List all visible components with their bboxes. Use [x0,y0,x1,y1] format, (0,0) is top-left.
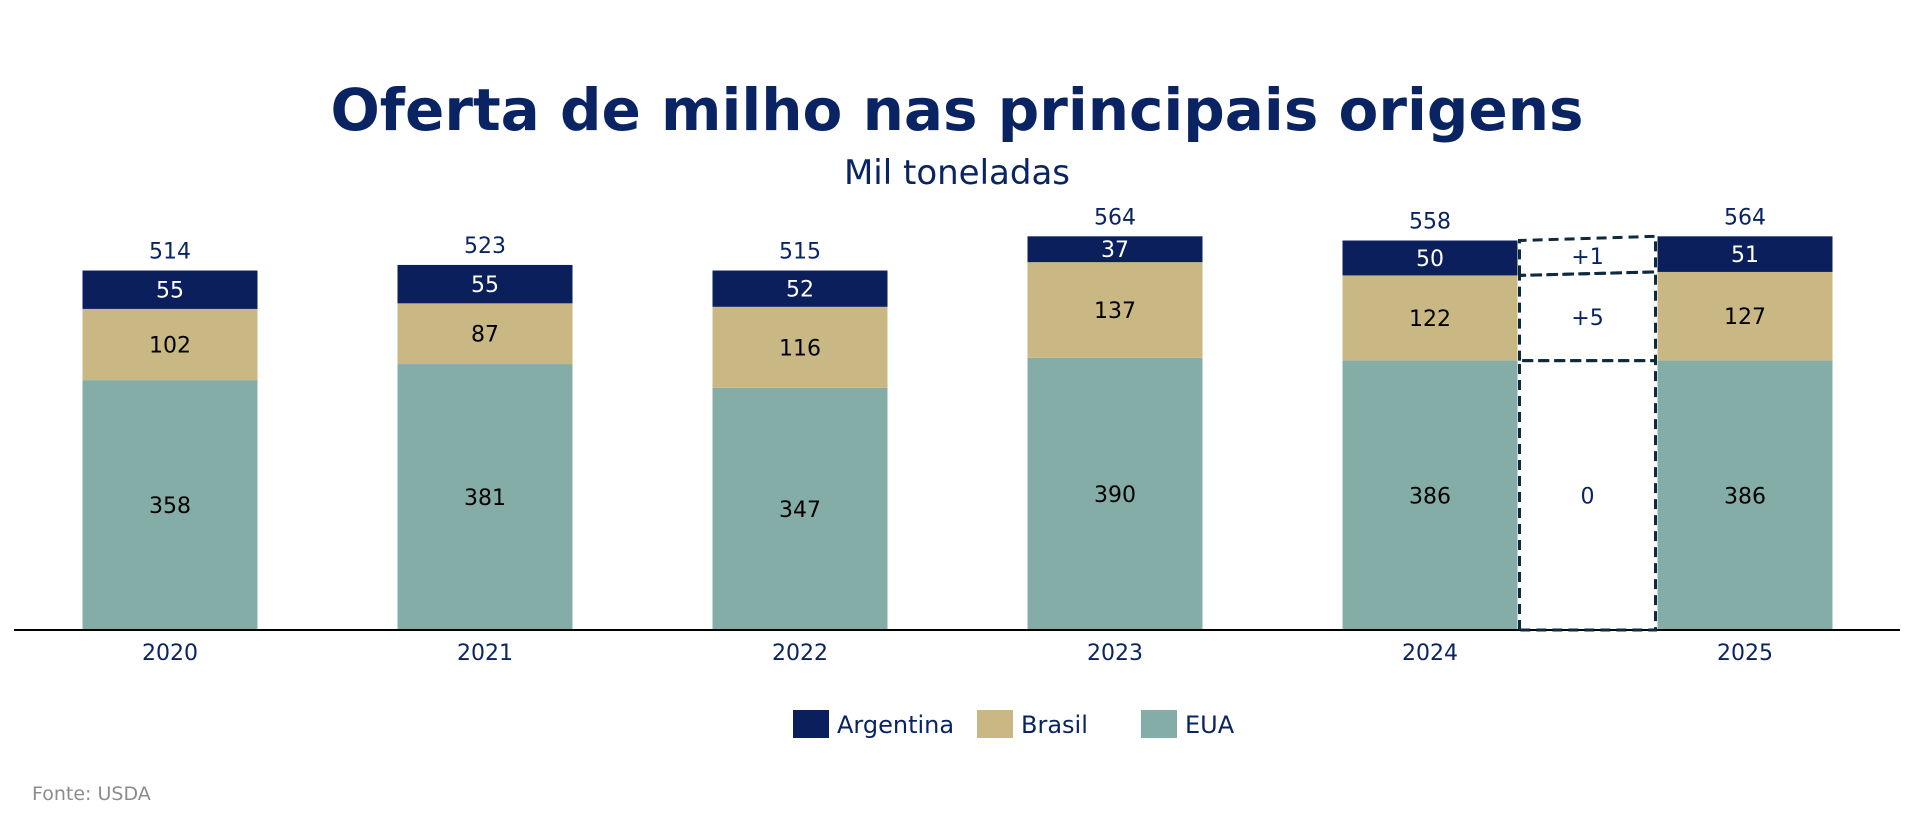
bar-eua-2023 [1027,357,1203,630]
bridge-delta-brasil: +5 [1571,306,1603,331]
bridge-box-brasil [1518,270,1657,363]
bar-brasil-2022 [712,306,888,388]
legend-label-brasil: Brasil [1021,711,1088,739]
label-brasil-2025: 127 [1724,305,1766,330]
label-argentina-2021: 55 [471,273,499,298]
bar-eua-2025 [1657,360,1833,630]
label-brasil-2021: 87 [471,323,499,348]
x-tick-2023: 2023 [1087,641,1143,666]
total-label-2025: 564 [1724,205,1766,230]
label-argentina-2024: 50 [1416,247,1444,272]
label-eua-2022: 347 [779,498,821,523]
bar-brasil-2020 [82,308,258,381]
label-brasil-2020: 102 [149,334,191,359]
label-eua-2020: 358 [149,494,191,519]
bar-argentina-2022 [712,270,888,307]
x-tick-2020: 2020 [142,641,198,666]
legend: Argentina Brasil EUA [793,710,1235,739]
source-note: Fonte: USDA [32,783,151,805]
bar-argentina-2020 [82,270,258,309]
label-argentina-2020: 55 [156,279,184,304]
x-tick-2024: 2024 [1402,641,1458,666]
label-brasil-2022: 116 [779,336,821,361]
bar-brasil-2021 [397,303,573,365]
bar-argentina-2021 [397,264,573,304]
total-label-2021: 523 [464,234,506,259]
chart-title: Oferta de milho nas principais origens [330,76,1583,144]
total-label-2022: 515 [779,240,821,265]
label-eua-2024: 386 [1409,484,1451,509]
legend-swatch-eua [1141,710,1177,738]
legend-label-eua: EUA [1185,711,1235,739]
bar-brasil-2024 [1342,275,1518,361]
label-brasil-2023: 137 [1094,299,1136,324]
label-argentina-2025: 51 [1731,243,1759,268]
label-eua-2023: 390 [1094,483,1136,508]
total-label-2020: 514 [149,240,191,265]
x-tick-2022: 2022 [772,641,828,666]
bridge-delta-argentina: +1 [1571,245,1603,270]
bar-argentina-2023 [1027,236,1203,263]
legend-swatch-argentina [793,710,829,738]
label-eua-2021: 381 [464,486,506,511]
x-tick-2021: 2021 [457,641,513,666]
bridge-delta-eua: 0 [1581,484,1595,509]
bar-eua-2021 [397,364,573,630]
x-tick-2025: 2025 [1717,641,1773,666]
bar-eua-2020 [82,380,258,630]
bridge-box-argentina [1518,234,1657,277]
bar-argentina-2024 [1342,240,1518,276]
total-label-2024: 558 [1409,210,1451,235]
plot-area: 3581025551420203818755523202134711652515… [14,205,1900,666]
bar-brasil-2025 [1657,271,1833,361]
chart-subtitle: Mil toneladas [844,153,1070,193]
label-argentina-2022: 52 [786,278,814,303]
bar-eua-2024 [1342,360,1518,630]
total-label-2023: 564 [1094,205,1136,230]
legend-swatch-brasil [977,710,1013,738]
label-brasil-2024: 122 [1409,307,1451,332]
legend-label-argentina: Argentina [837,711,954,739]
bar-eua-2022 [712,387,888,630]
bar-brasil-2023 [1027,262,1203,358]
bar-argentina-2025 [1657,236,1833,272]
label-eua-2025: 386 [1724,484,1766,509]
label-argentina-2023: 37 [1101,238,1129,263]
